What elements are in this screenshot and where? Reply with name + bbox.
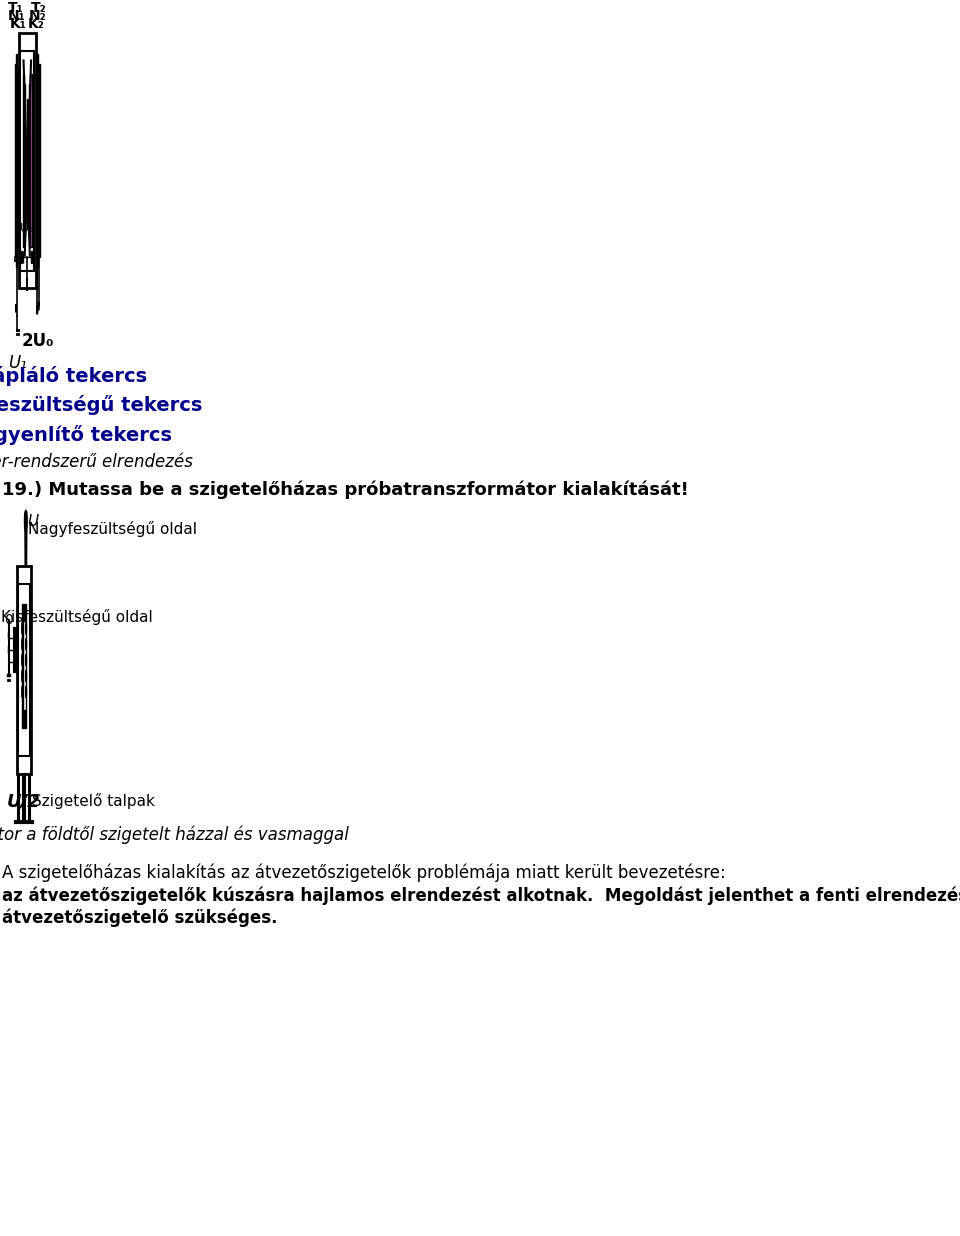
Text: Osztott tekercsű próbatranszformátor a földtől szigetelt házzal és vasmaggal: Osztott tekercsű próbatranszformátor a f… [0, 826, 348, 844]
Ellipse shape [26, 638, 27, 650]
Polygon shape [25, 531, 27, 566]
Bar [22, 709, 27, 728]
Text: U₀: U₀ [20, 222, 34, 236]
Text: Nagyfeszültségű oldal: Nagyfeszültségű oldal [28, 522, 197, 538]
Bar [31, 74, 32, 247]
Ellipse shape [26, 670, 27, 682]
Bar [37, 54, 38, 267]
Text: N₂: N₂ [29, 9, 47, 22]
Text: T₁: T₁ [8, 1, 23, 15]
Text: Szigetelő talpak: Szigetelő talpak [32, 794, 155, 810]
Bar [23, 774, 25, 818]
Bar [23, 74, 24, 247]
Text: N1,N2: nagyfeszültségű tekercs: N1,N2: nagyfeszültségű tekercs [0, 396, 203, 415]
Text: A szigetelőházas kialakítás az átvezetőszigetelők problémája miatt került beveze: A szigetelőházas kialakítás az átvezetős… [2, 863, 726, 881]
Text: Az eredeti Fischer-rendszerű elrendezés: Az eredeti Fischer-rendszerű elrendezés [0, 452, 194, 471]
Text: U: U [27, 514, 38, 529]
Bar [22, 603, 27, 622]
Bar [19, 32, 36, 288]
Ellipse shape [22, 638, 23, 650]
Bar [30, 84, 31, 237]
Text: T₂: T₂ [32, 1, 47, 15]
Bar [16, 566, 31, 774]
Bar [15, 64, 16, 257]
Ellipse shape [22, 654, 23, 666]
Text: 2U₀: 2U₀ [22, 332, 54, 350]
Ellipse shape [22, 623, 23, 634]
Ellipse shape [22, 670, 23, 682]
Bar [16, 54, 17, 267]
Text: 19.) Mutassa be a szigetelőházas próbatranszformátor kialakítását!: 19.) Mutassa be a szigetelőházas próbatr… [2, 481, 688, 499]
Text: T1,T2: tápláló tekercs: T1,T2: tápláló tekercs [0, 366, 147, 386]
Bar [18, 583, 30, 756]
Text: K₁: K₁ [10, 17, 27, 31]
Ellipse shape [26, 654, 27, 666]
Bar [17, 774, 19, 818]
Bar [24, 84, 25, 237]
Ellipse shape [22, 686, 23, 698]
Text: az átvezetőszigetelők kúszásra hajlamos elrendezést alkotnak.  Megoldást jelenth: az átvezetőszigetelők kúszásra hajlamos … [2, 886, 960, 905]
Ellipse shape [26, 623, 27, 634]
Ellipse shape [26, 686, 27, 698]
Text: U/2: U/2 [7, 792, 40, 811]
Text: U₁: U₁ [8, 353, 27, 372]
Text: N₁: N₁ [8, 9, 26, 22]
Text: átvezetőszigetelő szükséges.: átvezetőszigetelő szükséges. [2, 908, 277, 927]
Bar [38, 64, 39, 257]
Bar [17, 69, 19, 252]
Text: K₂: K₂ [28, 17, 45, 31]
Bar [29, 774, 30, 818]
Text: Kisfeszültségű oldal: Kisfeszültségű oldal [1, 608, 153, 624]
Bar [14, 628, 16, 672]
Text: 0: 0 [5, 613, 13, 627]
Bar [20, 51, 35, 271]
Ellipse shape [25, 512, 27, 531]
Text: K1,K2: kiegyenlítő tekercs: K1,K2: kiegyenlítő tekercs [0, 425, 172, 445]
